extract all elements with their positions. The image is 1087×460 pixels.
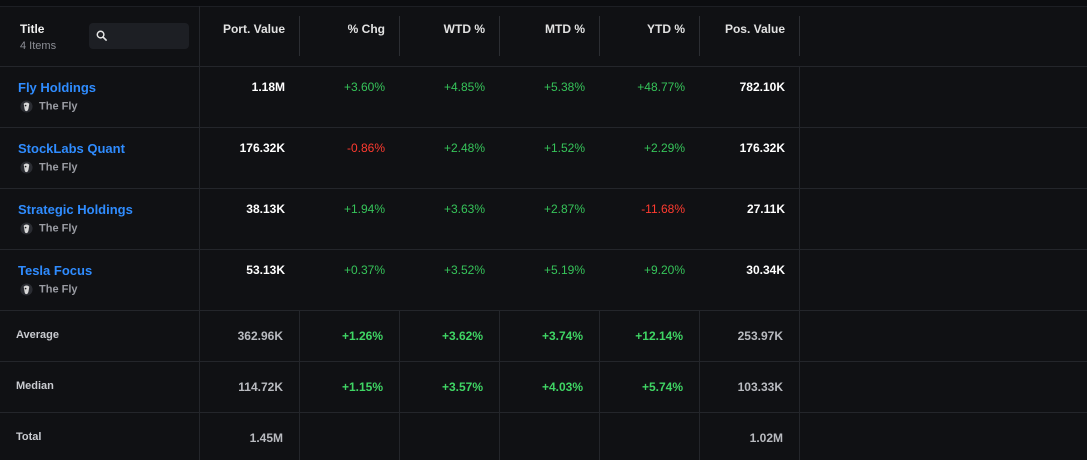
table-header: Title 4 Items Port. Value % Chg WTD % MT… (0, 6, 1087, 67)
summary-port-value: 114.72K (238, 380, 283, 394)
column-header-port-value[interactable]: Port. Value (222, 22, 285, 36)
provider: The Fly (20, 100, 78, 113)
column-separator (599, 16, 600, 56)
mtd-cell: +2.87% (543, 202, 585, 216)
table-row[interactable]: Strategic Holdings The Fly 38.13K +1.94%… (0, 189, 1087, 250)
ytd-cell: +9.20% (643, 263, 685, 277)
column-divider (799, 189, 800, 249)
column-separator (799, 16, 800, 56)
summary-mtd: +4.03% (541, 380, 583, 394)
column-divider (199, 128, 200, 188)
column-divider (799, 67, 800, 127)
portfolio-name-link[interactable]: StockLabs Quant (18, 141, 125, 156)
table-row[interactable]: Tesla Focus The Fly 53.13K +0.37% +3.52%… (0, 250, 1087, 311)
provider-avatar-icon (20, 283, 33, 296)
provider-name: The Fly (39, 283, 78, 296)
column-header-ytd[interactable]: YTD % (646, 22, 685, 36)
summary-port-value: 1.45M (249, 431, 283, 445)
portfolio-name-link[interactable]: Fly Holdings (18, 80, 96, 95)
column-header-mtd[interactable]: MTD % (545, 22, 585, 36)
provider-name: The Fly (39, 161, 78, 174)
wtd-cell: +3.63% (443, 202, 485, 216)
summary-chg: +1.15% (341, 380, 383, 394)
pos-value-cell: 27.11K (746, 202, 785, 216)
summary-pos-value: 1.02M (749, 431, 783, 445)
mtd-cell: +5.19% (543, 263, 585, 277)
mtd-cell: +1.52% (543, 141, 585, 155)
ytd-cell: +48.77% (637, 80, 685, 94)
provider-avatar-icon (20, 222, 33, 235)
column-separator (399, 16, 400, 56)
port-value-cell: 53.13K (246, 263, 285, 277)
summary-label: Median (16, 380, 54, 392)
ytd-cell: +2.29% (643, 141, 685, 155)
summary-pos-value: 103.33K (737, 380, 783, 394)
port-value-cell: 1.18M (251, 80, 285, 94)
summary-label: Total (16, 431, 42, 443)
table-row[interactable]: Fly Holdings The Fly 1.18M +3.60% +4.85%… (0, 67, 1087, 128)
ytd-cell: -11.68% (641, 202, 685, 216)
search-input[interactable] (113, 26, 187, 48)
summary-chg: +1.26% (341, 329, 383, 343)
column-divider (199, 189, 200, 249)
summary-row-total: Total 1.45M 1.02M (0, 413, 1087, 460)
wtd-cell: +2.48% (443, 141, 485, 155)
wtd-cell: +4.85% (443, 80, 485, 94)
summary-ytd: +12.14% (635, 329, 683, 343)
table-row[interactable]: StockLabs Quant The Fly 176.32K -0.86% +… (0, 128, 1087, 189)
chg-cell: +0.37% (343, 263, 385, 277)
item-count: 4 Items (20, 40, 57, 52)
port-value-cell: 38.13K (246, 202, 285, 216)
provider: The Fly (20, 283, 78, 296)
top-bar (0, 0, 1087, 7)
summary-wtd: +3.62% (441, 329, 483, 343)
summary-row-average: Average 362.96K +1.26% +3.62% +3.74% +12… (0, 311, 1087, 362)
search-box[interactable] (89, 23, 189, 49)
summary-wtd: +3.57% (441, 380, 483, 394)
portfolio-name-link[interactable]: Tesla Focus (18, 263, 93, 278)
pos-value-cell: 782.10K (739, 80, 785, 94)
column-separator (699, 16, 700, 56)
summary-row-median: Median 114.72K +1.15% +3.57% +4.03% +5.7… (0, 362, 1087, 413)
column-separator (499, 16, 500, 56)
provider-name: The Fly (39, 222, 78, 235)
column-header-pos-value[interactable]: Pos. Value (724, 22, 785, 36)
column-divider (799, 128, 800, 188)
pos-value-cell: 176.32K (739, 141, 785, 155)
search-icon (96, 30, 107, 41)
column-divider (199, 67, 200, 127)
summary-mtd: +3.74% (541, 329, 583, 343)
summary-ytd: +5.74% (641, 380, 683, 394)
summary-label: Average (16, 329, 60, 341)
wtd-cell: +3.52% (443, 263, 485, 277)
provider: The Fly (20, 222, 78, 235)
provider: The Fly (20, 161, 78, 174)
title-column-header[interactable]: Title (20, 22, 45, 36)
column-header-wtd[interactable]: WTD % (443, 22, 485, 36)
chg-cell: +3.60% (343, 80, 385, 94)
port-value-cell: 176.32K (239, 141, 285, 155)
provider-avatar-icon (20, 100, 33, 113)
provider-avatar-icon (20, 161, 33, 174)
column-divider (199, 6, 200, 66)
column-divider (799, 250, 800, 310)
summary-port-value: 362.96K (237, 329, 283, 343)
chg-cell: +1.94% (343, 202, 385, 216)
provider-name: The Fly (39, 100, 78, 113)
column-separator (299, 16, 300, 56)
summary-pos-value: 253.97K (737, 329, 783, 343)
column-header-chg[interactable]: % Chg (347, 22, 385, 36)
chg-cell: -0.86% (346, 141, 385, 155)
mtd-cell: +5.38% (543, 80, 585, 94)
portfolio-name-link[interactable]: Strategic Holdings (18, 202, 133, 217)
column-divider (199, 250, 200, 310)
pos-value-cell: 30.34K (746, 263, 785, 277)
